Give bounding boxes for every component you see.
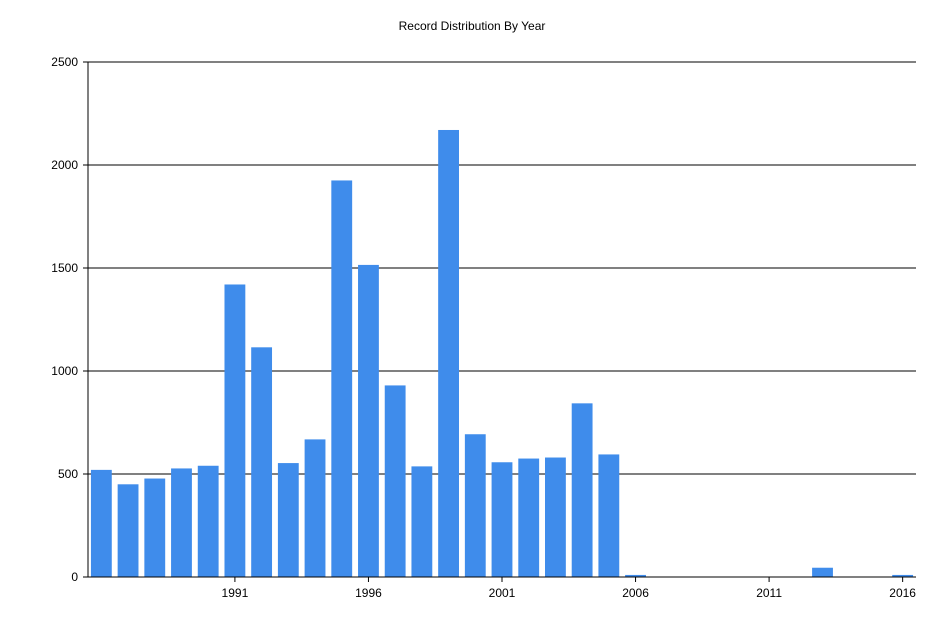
y-tick-label: 0	[71, 570, 78, 584]
y-tick-label: 500	[58, 467, 78, 481]
bar-2001	[491, 462, 513, 577]
bar-1988	[144, 478, 166, 577]
bar-2004	[571, 403, 593, 577]
y-tick-label: 2000	[51, 158, 78, 172]
bar-2003	[545, 457, 566, 577]
x-tick-label: 2016	[889, 586, 916, 600]
y-tick-label: 2500	[51, 55, 78, 69]
x-tick-label: 1991	[222, 586, 249, 600]
x-tick-label: 2001	[489, 586, 516, 600]
bar-1991	[224, 284, 246, 577]
bar-2016	[892, 574, 914, 577]
bar-1996	[358, 264, 379, 577]
bar-1989	[171, 468, 192, 577]
x-tick-label: 2006	[622, 586, 649, 600]
y-tick-label: 1500	[51, 261, 78, 275]
gridlines	[88, 61, 916, 475]
x-tick-labels: 1991 1996 2001 2006 2011 2016	[222, 586, 917, 600]
bar-1987	[117, 484, 139, 577]
axes	[83, 61, 916, 582]
bar-1992	[251, 347, 273, 577]
bar-1990	[197, 465, 219, 577]
y-tick-labels: 0 500 1000 1500 2000 2500	[51, 55, 78, 584]
bar-1995	[331, 180, 353, 577]
bar-1993	[277, 463, 299, 577]
bar-1994	[304, 439, 326, 577]
x-tick-label: 2011	[756, 586, 782, 600]
x-tick-label: 1996	[355, 586, 382, 600]
bar-2005	[598, 454, 620, 577]
y-tick-label: 1000	[51, 364, 78, 378]
chart-title: Record Distribution By Year	[399, 19, 546, 33]
bar-1998	[411, 466, 433, 577]
bar-1986	[90, 469, 112, 577]
bar-2013	[812, 567, 833, 577]
bar-1999	[438, 129, 459, 578]
bar-1997	[384, 385, 406, 577]
bar-2000	[464, 434, 486, 577]
bar-2006	[625, 574, 646, 577]
bars	[90, 129, 914, 578]
bar-2002	[518, 458, 540, 577]
